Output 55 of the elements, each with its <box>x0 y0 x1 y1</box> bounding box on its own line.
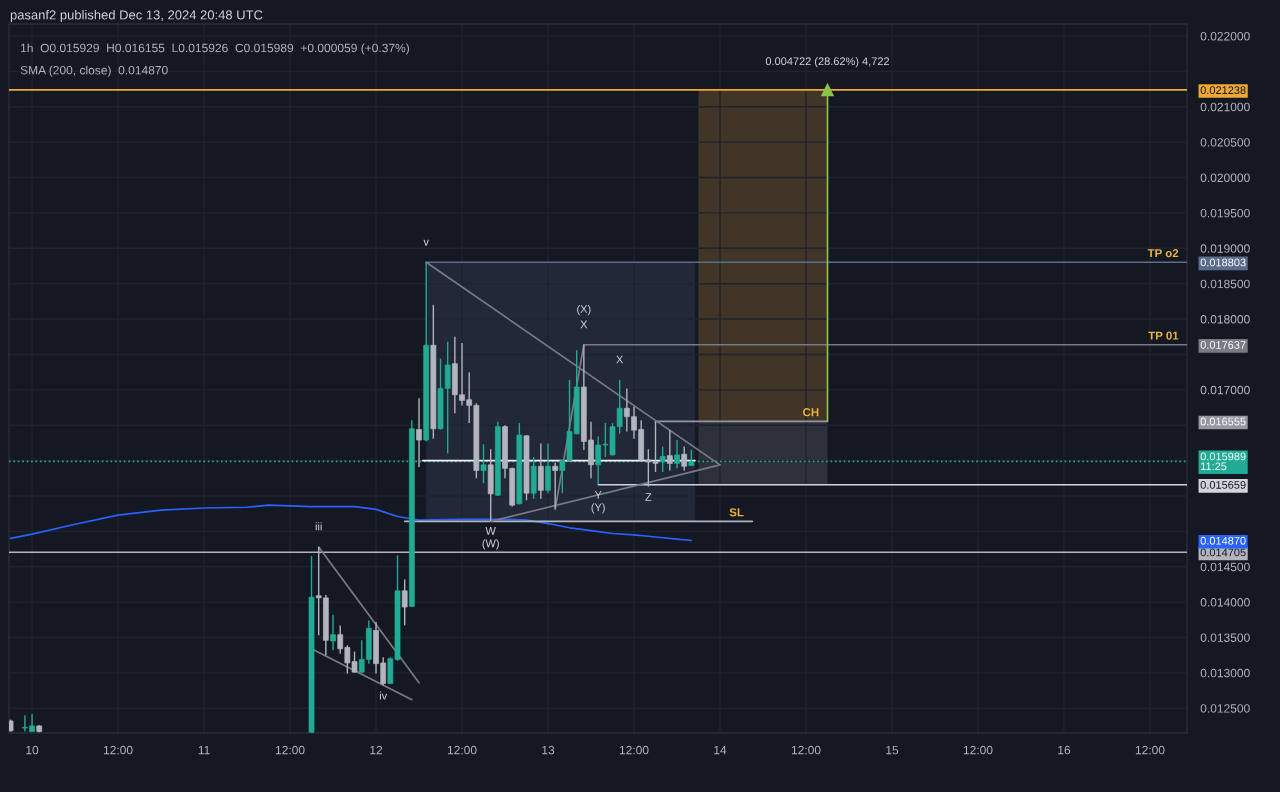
y2-tick-label: 0.014705 <box>1200 548 1246 557</box>
y-tick-label: 0.013000 <box>1200 668 1250 678</box>
series-label: TP o2 <box>1147 249 1179 258</box>
y-tick-label: 0.019000 <box>1200 244 1250 253</box>
y2-tick-label: 0.021238 <box>1200 86 1246 95</box>
x-tick-label: 10 <box>26 745 39 755</box>
y-tick-label: 0.013500 <box>1200 633 1250 642</box>
y2-tick-label: 0.018803 <box>1200 258 1246 267</box>
x-tick-label: 12:00 <box>1135 745 1165 755</box>
y2-tick-label: 0.017637 <box>1200 341 1246 349</box>
annotation: (Y) <box>591 503 605 514</box>
y-tick-label: 0.022000 <box>1200 32 1250 41</box>
x-tick-label: 15 <box>886 745 899 755</box>
annotation: iii <box>315 522 322 531</box>
annotation: 0.004722 (28.62%) 4,722 <box>765 57 890 68</box>
x-tick-label: 16 <box>1058 745 1071 755</box>
y-tick-label: 0.018500 <box>1200 279 1250 289</box>
chart-title: pasanf2 published Dec 13, 2024 20:48 UTC <box>10 9 263 23</box>
x-tick-label: 12:00 <box>447 745 477 755</box>
annotation: iv <box>379 691 388 700</box>
series-label: SL <box>729 508 744 517</box>
y-tick-label: 0.020500 <box>1200 138 1250 147</box>
y2-tick-label: 0.015989 11:25 <box>1200 452 1246 471</box>
x-tick-label: 14 <box>714 745 727 755</box>
y-tick-label: 0.017000 <box>1200 385 1250 395</box>
x-tick-label: 12:00 <box>791 745 821 755</box>
x-tick-label: 12:00 <box>619 745 649 755</box>
y-tick-label: 0.019500 <box>1200 208 1250 218</box>
y-tick-label: 0.020000 <box>1200 173 1250 183</box>
x-tick-label: 12:00 <box>963 745 993 755</box>
y-tick-label: 0.021000 <box>1200 102 1250 112</box>
series-label: CH <box>803 408 819 417</box>
annotation: SMA (200, close) 0.014870 <box>20 65 168 77</box>
y-tick-label: 0.014000 <box>1200 598 1250 607</box>
annotation: X <box>580 320 588 329</box>
annotation: Y <box>594 491 602 499</box>
annotation: Z <box>645 493 652 501</box>
x-tick-label: 12:00 <box>103 745 133 755</box>
y-tick-label: 0.012500 <box>1200 704 1250 713</box>
y2-tick-label: 0.016555 <box>1200 417 1246 426</box>
annotation: 1h O0.015929 H0.016155 L0.015926 C0.015989 +0.000059 (+0.37%) <box>21 43 410 55</box>
y2-tick-label: 0.014870 <box>1200 536 1246 545</box>
x-tick-label: 12 <box>370 745 383 755</box>
annotation: X <box>616 355 624 364</box>
x-tick-label: 12:00 <box>275 745 305 755</box>
annotation: W <box>485 527 496 535</box>
y2-tick-label: 0.015659 <box>1200 481 1246 489</box>
annotation: (W) <box>482 539 499 550</box>
annotation: (X) <box>577 304 591 316</box>
y-tick-label: 0.014500 <box>1200 562 1250 572</box>
x-tick-label: 11 <box>198 745 210 755</box>
y-tick-label: 0.018000 <box>1200 315 1250 324</box>
annotation: v <box>423 239 429 246</box>
x-tick-label: 13 <box>542 745 555 755</box>
series-label: TP 01 <box>1148 331 1179 340</box>
